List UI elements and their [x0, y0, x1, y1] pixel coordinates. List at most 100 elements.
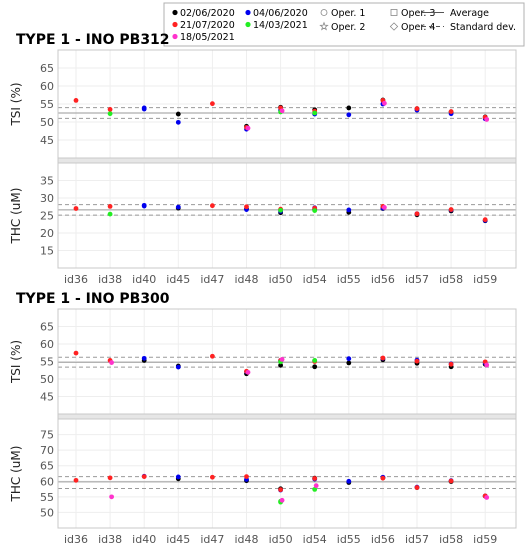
data-point	[312, 358, 318, 363]
data-point	[141, 474, 147, 480]
legend-operator-square-icon	[390, 9, 398, 16]
chart-panel-4: 50 55 60 65 70 75 THC (uM) id36 id38 id40 id45 id47…	[9, 418, 517, 546]
x-tick-label: id54	[303, 533, 327, 546]
legend-date-label: 02/06/2020	[180, 8, 235, 19]
x-tick-label: id50	[269, 273, 293, 286]
data-point	[279, 108, 285, 114]
legend-date-label: 14/03/2021	[253, 20, 308, 31]
y-tick-label: 50	[40, 506, 54, 519]
data-point	[107, 211, 113, 217]
y-tick-label: 65	[40, 460, 54, 473]
data-point	[210, 474, 215, 480]
data-point	[210, 203, 215, 209]
y-tick-label: 50	[40, 116, 54, 129]
data-point	[141, 105, 147, 111]
y-tick-label: 20	[40, 227, 54, 240]
legend-line-label: Average	[450, 8, 489, 19]
y-tick-label: 60	[40, 80, 54, 93]
data-point	[73, 206, 79, 211]
legend-date-marker	[245, 21, 251, 28]
data-point	[312, 208, 318, 214]
y-tick-label: 15	[40, 245, 54, 258]
y-tick-label: 55	[40, 98, 54, 111]
data-point	[380, 475, 386, 481]
legend-operator-label: Oper. 2	[331, 22, 365, 33]
data-point	[245, 369, 251, 375]
data-point	[414, 485, 420, 490]
data-point	[278, 487, 283, 493]
data-point	[313, 483, 319, 489]
y-tick-label: 45	[40, 134, 54, 147]
legend: 02/06/2020 04/06/2020 21/07/2020 14/03/2021…	[163, 2, 525, 47]
data-point	[312, 486, 318, 492]
x-tick-label: id57	[405, 273, 429, 286]
data-point	[141, 355, 147, 361]
x-tick-label: id40	[132, 273, 156, 286]
x-tick-label: id59	[473, 273, 497, 286]
x-tick-label: id47	[200, 533, 224, 546]
data-point	[244, 204, 249, 210]
y-tick-label: 45	[40, 391, 54, 404]
x-tick-label: id50	[269, 533, 293, 546]
data-point	[414, 358, 420, 364]
y-tick-label: 70	[40, 444, 54, 457]
data-point	[73, 477, 79, 483]
legend-date-label: 18/05/2021	[180, 32, 235, 43]
data-point	[245, 125, 251, 131]
data-point	[175, 204, 181, 210]
y-tick-label: 55	[40, 356, 54, 369]
panel-separator	[57, 157, 517, 164]
x-tick-label: id59	[473, 533, 497, 546]
data-point	[414, 211, 420, 217]
y-tick-label: 35	[40, 175, 54, 188]
y-tick-label: 60	[40, 338, 54, 351]
data-point	[346, 356, 352, 362]
legend-date-label: 21/07/2020	[180, 20, 235, 31]
data-point	[244, 474, 249, 480]
x-tick-label: id45	[166, 273, 190, 286]
data-point	[175, 111, 181, 117]
data-point	[414, 106, 420, 112]
x-tick-label: id45	[166, 533, 190, 546]
x-tick-label: id36	[64, 533, 88, 546]
data-point	[484, 495, 490, 500]
data-point	[175, 119, 181, 125]
legend-date-marker	[172, 9, 178, 16]
panel-title-pb312: TYPE 1 - INO PB312	[16, 32, 170, 48]
y-tick-label: 60	[40, 475, 54, 488]
x-tick-label: id58	[439, 533, 463, 546]
data-point	[278, 207, 283, 213]
data-point	[175, 474, 181, 480]
data-point	[346, 105, 352, 111]
data-point	[73, 350, 79, 356]
x-tick-label: id38	[98, 273, 122, 286]
legend-operator-label: Oper. 4	[401, 22, 435, 33]
x-tick-label: id58	[439, 273, 463, 286]
data-point	[107, 475, 113, 481]
data-point	[448, 478, 454, 484]
x-tick-label: id55	[337, 533, 361, 546]
legend-line-label: Standard dev.	[450, 22, 516, 33]
data-point	[210, 101, 215, 107]
data-point	[346, 478, 352, 484]
y-tick-label: 30	[40, 192, 54, 205]
data-point	[279, 497, 285, 503]
data-point	[107, 107, 113, 112]
data-point	[346, 112, 352, 118]
y-axis-label: TSI (%)	[9, 82, 23, 126]
x-tick-label: id56	[371, 273, 395, 286]
x-tick-label: id56	[371, 533, 395, 546]
data-point	[448, 109, 454, 114]
legend-operator-label: Oper. 1	[331, 8, 365, 19]
chart-panel-1: 45 50 55 60 65 TSI (%)	[9, 49, 517, 159]
data-point	[482, 217, 488, 223]
data-point	[107, 204, 113, 209]
data-point	[382, 205, 387, 210]
legend-operator-diamond-icon	[389, 22, 399, 31]
data-point	[109, 360, 114, 365]
data-point	[109, 494, 114, 500]
data-point	[141, 202, 147, 208]
legend-date-marker	[245, 9, 251, 16]
y-tick-label: 65	[40, 321, 54, 334]
